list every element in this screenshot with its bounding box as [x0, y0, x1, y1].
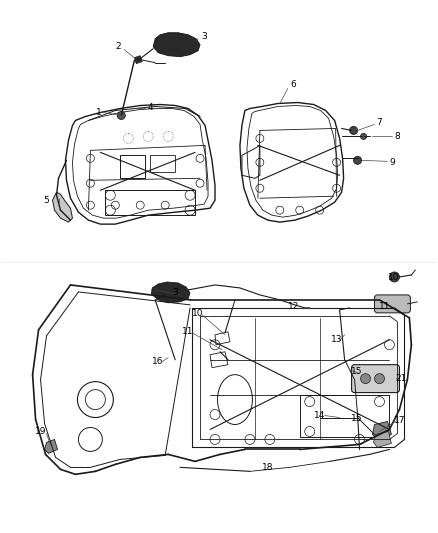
- Polygon shape: [151, 282, 190, 303]
- Text: 10: 10: [388, 273, 399, 282]
- Text: 1: 1: [95, 108, 101, 117]
- Circle shape: [360, 133, 367, 140]
- Circle shape: [350, 126, 357, 134]
- Circle shape: [117, 111, 125, 119]
- Text: 5: 5: [44, 196, 49, 205]
- Polygon shape: [374, 432, 392, 447]
- Text: 11: 11: [182, 327, 194, 336]
- Text: 12: 12: [288, 302, 300, 311]
- Text: 4: 4: [148, 103, 153, 112]
- Polygon shape: [45, 439, 57, 454]
- Text: 18: 18: [262, 463, 274, 472]
- FancyBboxPatch shape: [374, 295, 410, 313]
- Circle shape: [360, 374, 371, 384]
- Text: 19: 19: [35, 427, 46, 436]
- Text: 14: 14: [314, 411, 325, 420]
- Text: 2: 2: [116, 42, 121, 51]
- Text: 13: 13: [331, 335, 343, 344]
- Text: 16: 16: [152, 357, 164, 366]
- Text: 17: 17: [394, 416, 405, 425]
- Circle shape: [374, 374, 385, 384]
- Text: 11: 11: [379, 302, 390, 311]
- Text: 9: 9: [389, 158, 396, 167]
- Text: 15: 15: [351, 367, 362, 376]
- Text: 3: 3: [172, 288, 178, 297]
- Text: 21: 21: [396, 374, 407, 383]
- Polygon shape: [134, 55, 142, 63]
- Text: 3: 3: [201, 32, 207, 41]
- Text: 7: 7: [377, 118, 382, 127]
- Circle shape: [389, 272, 399, 282]
- FancyBboxPatch shape: [352, 365, 399, 393]
- Circle shape: [353, 156, 361, 164]
- Polygon shape: [53, 192, 72, 222]
- Text: 6: 6: [290, 80, 296, 89]
- Polygon shape: [372, 422, 392, 439]
- Text: 8: 8: [395, 132, 400, 141]
- Text: 15: 15: [351, 414, 362, 423]
- Polygon shape: [153, 33, 200, 56]
- Text: 10: 10: [192, 309, 204, 318]
